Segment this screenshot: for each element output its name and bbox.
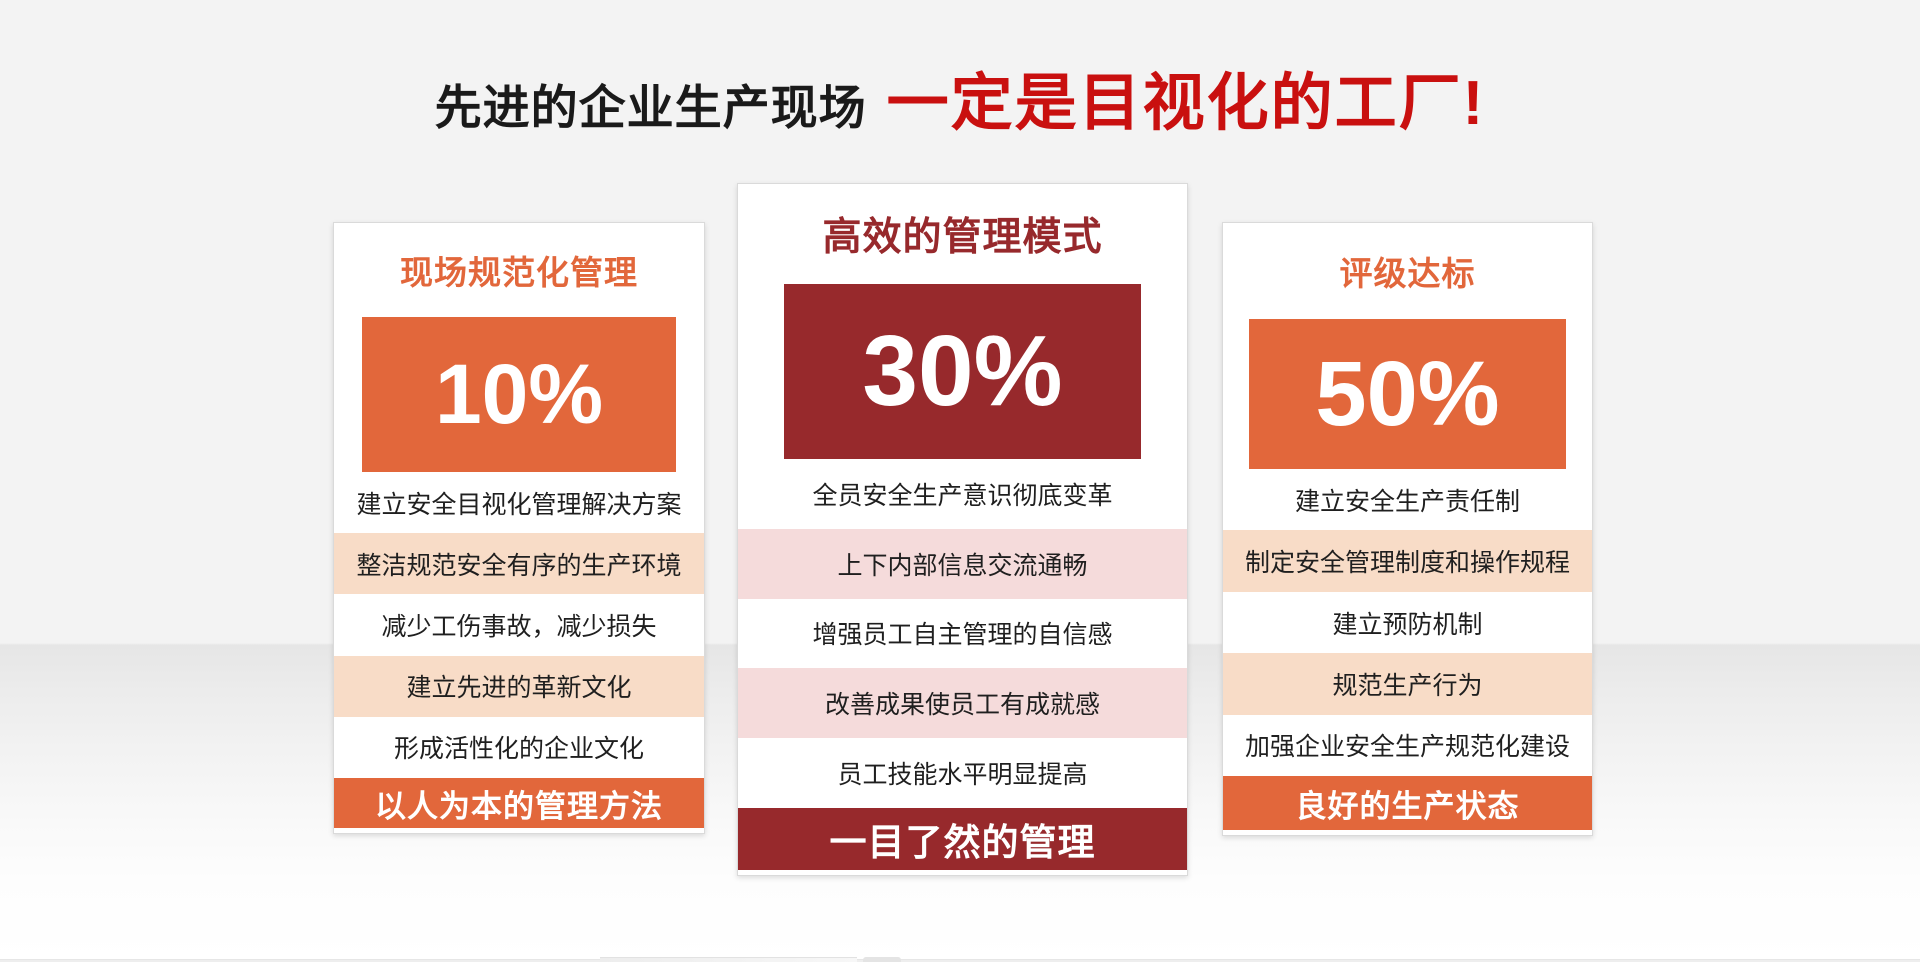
page-title: 先进的企业生产现场 一定是目视化的工厂! xyxy=(0,52,1920,142)
list-item: 制定安全管理制度和操作规程 xyxy=(1223,530,1592,592)
percent-block: 50% xyxy=(1249,319,1566,469)
list-item: 上下内部信息交流通畅 xyxy=(738,528,1187,599)
percent-value: 30% xyxy=(862,315,1063,427)
card-title: 高效的管理模式 xyxy=(822,216,1103,259)
benefit-list: 建立安全目视化管理解决方案 整洁规范安全有序的生产环境 减少工伤事故，减少损失 … xyxy=(334,472,704,778)
list-item: 全员安全生产意识彻底变革 xyxy=(812,481,1113,510)
list-item: 加强企业安全生产规范化建设 xyxy=(1244,733,1570,762)
list-item: 形成活性化的企业文化 xyxy=(393,735,644,764)
list-item: 规范生产行为 xyxy=(1223,653,1592,715)
list-item: 员工技能水平明显提高 xyxy=(837,761,1088,790)
card-title: 现场规范化管理 xyxy=(400,254,638,291)
list-item: 建立安全目视化管理解决方案 xyxy=(356,490,682,519)
list-item: 建立安全生产责任制 xyxy=(1294,487,1520,516)
list-item: 增强员工自主管理的自信感 xyxy=(812,621,1113,650)
list-item: 建立先进的革新文化 xyxy=(334,655,704,717)
bottom-edge-strip xyxy=(0,959,1920,962)
list-item: 整洁规范安全有序的生产环境 xyxy=(334,533,704,595)
percent-value: 10% xyxy=(434,347,604,441)
card-rating-compliance: 评级达标 50% 建立安全生产责任制 制定安全管理制度和操作规程 建立预防机制 … xyxy=(1222,222,1593,836)
list-item: 改善成果使员工有成就感 xyxy=(738,668,1187,739)
card-footer: 以人为本的管理方法 xyxy=(334,778,704,828)
card-onsite-standardized-management: 现场规范化管理 10% 建立安全目视化管理解决方案 整洁规范安全有序的生产环境 … xyxy=(333,222,705,834)
card-footer: 良好的生产状态 xyxy=(1223,776,1592,830)
benefit-list: 建立安全生产责任制 制定安全管理制度和操作规程 建立预防机制 规范生产行为 加强… xyxy=(1223,469,1592,776)
list-item: 建立预防机制 xyxy=(1332,610,1483,639)
percent-block: 10% xyxy=(362,317,676,472)
percent-value: 50% xyxy=(1315,342,1500,445)
benefit-list: 全员安全生产意识彻底变革 上下内部信息交流通畅 增强员工自主管理的自信感 改善成… xyxy=(738,459,1187,808)
title-prefix: 先进的企业生产现场 xyxy=(434,81,867,134)
title-emphasis: 一定是目视化的工厂! xyxy=(886,69,1486,138)
card-title: 评级达标 xyxy=(1339,255,1476,292)
card-footer: 一目了然的管理 xyxy=(738,808,1187,870)
bottom-progress-bar[interactable] xyxy=(600,957,857,962)
bottom-tab[interactable] xyxy=(863,957,901,962)
percent-block: 30% xyxy=(784,284,1141,459)
list-item: 减少工伤事故，减少损失 xyxy=(381,613,657,641)
card-efficient-management-model: 高效的管理模式 30% 全员安全生产意识彻底变革 上下内部信息交流通畅 增强员工… xyxy=(737,183,1188,876)
